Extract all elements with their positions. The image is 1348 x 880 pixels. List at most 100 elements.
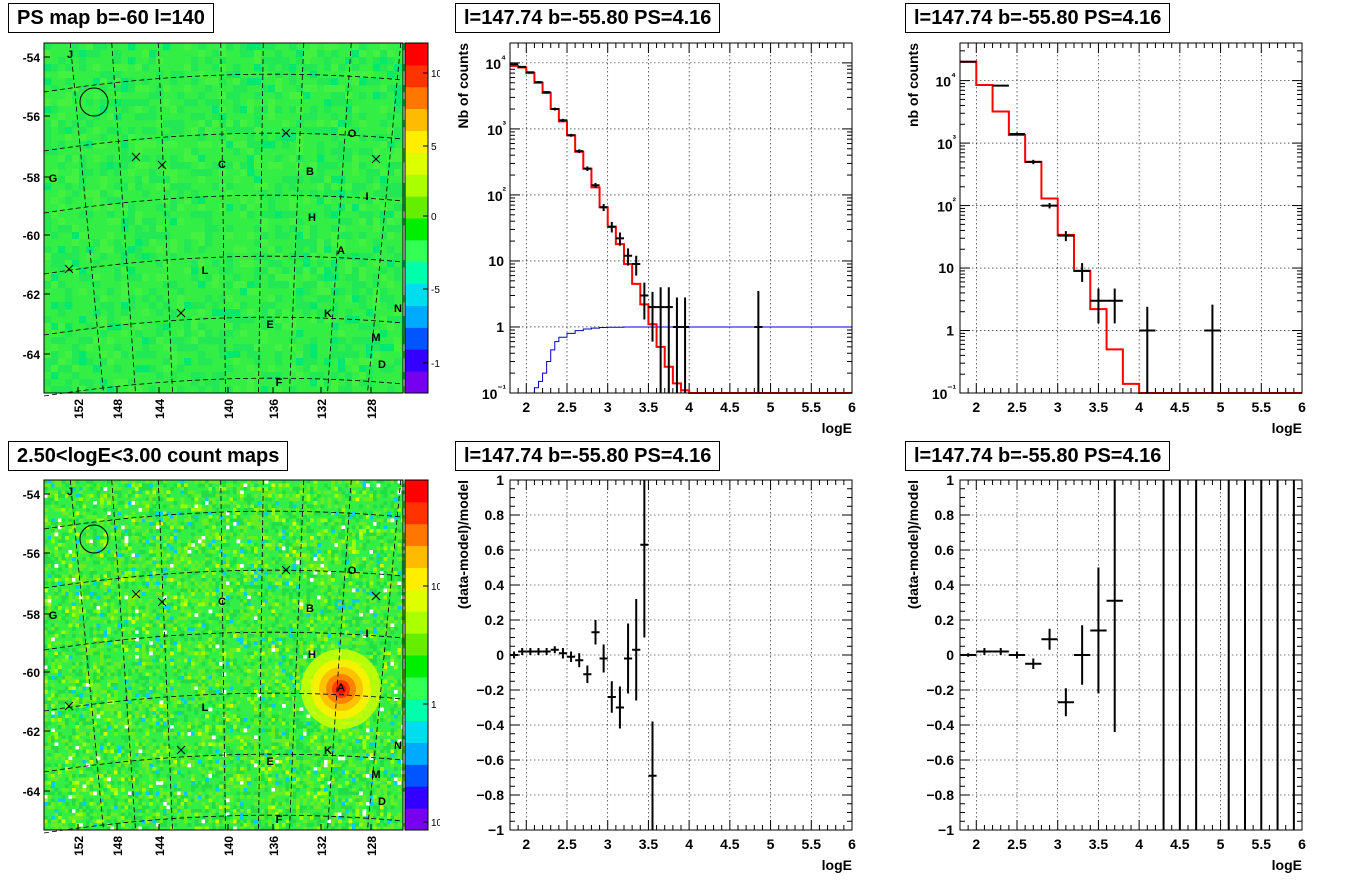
x-tick-label: 5.5 (802, 399, 822, 415)
x-axis-label: logE (822, 420, 852, 436)
source-label-h: H (308, 212, 316, 224)
y-tick-label: 0 (946, 647, 954, 663)
data-point (518, 66, 526, 67)
y-tick-label: 0 (496, 647, 504, 663)
count-map-title: 2.50<logE<3.00 count maps (8, 441, 288, 471)
source-label-b: B (306, 166, 314, 178)
x-tick-label: 3 (604, 399, 612, 415)
colorbar-tick-label: 10 (431, 582, 440, 593)
y-axis-label: Nb of counts (455, 43, 471, 129)
residual-title-1: l=147.74 b=-55.80 PS=4.16 (455, 441, 720, 471)
map-x-tick-label: 140 (222, 399, 236, 419)
y-tick-label: 1 (946, 472, 954, 488)
y-tick-label: 0.2 (485, 612, 505, 628)
x-tick-label: 4.5 (720, 399, 740, 415)
x-tick-label: 3 (1054, 399, 1062, 415)
source-label-g: G (49, 610, 58, 622)
source-label-l: L (202, 265, 209, 277)
y-tick-label: 0.6 (485, 542, 505, 558)
x-tick-label: 6 (848, 399, 856, 415)
y-tick-label: −0.8 (926, 787, 954, 803)
data-point (526, 72, 534, 74)
y-tick-label: −0.8 (476, 787, 504, 803)
y-tick-label: 1 (496, 319, 504, 335)
map-y-tick-label: -58 (23, 171, 41, 185)
source-label-j: J (67, 49, 73, 61)
source-label-a: A (337, 245, 345, 257)
x-tick-label: 5.5 (1252, 399, 1272, 415)
ps-map-title: PS map b=-60 l=140 (8, 3, 214, 33)
spectrum-title-1: l=147.74 b=-55.80 PS=4.16 (455, 3, 720, 33)
y-tick-label: −0.2 (926, 682, 954, 698)
source-label-k: K (324, 308, 332, 320)
y-tick-label: 10² (937, 197, 957, 215)
y-axis-label: (data-model)/model (455, 480, 471, 609)
x-tick-label: 4.5 (720, 836, 740, 852)
x-tick-label: 3 (604, 836, 612, 852)
source-label-d: D (378, 359, 386, 371)
residual-title-2: l=147.74 b=-55.80 PS=4.16 (905, 441, 1170, 471)
y-tick-label: 10 (938, 260, 954, 276)
data-point (960, 61, 976, 62)
y-tick-label: 10⁻¹ (482, 384, 507, 402)
map-y-tick-label: -58 (23, 608, 41, 622)
data-point (534, 81, 542, 83)
x-tick-label: 5 (767, 399, 775, 415)
source-label-a: A (337, 682, 345, 694)
plot-area (960, 43, 1302, 393)
x-tick-label: 6 (848, 836, 856, 852)
source-label-b: B (306, 603, 314, 615)
colorbar-tick-label: 1 (431, 700, 437, 711)
map-x-tick-label: 132 (315, 399, 329, 419)
x-tick-label: 5.5 (1252, 836, 1272, 852)
x-axis-label: logE (822, 857, 852, 873)
y-tick-label: −0.6 (926, 752, 954, 768)
y-tick-label: 10⁴ (485, 54, 506, 72)
map-x-tick-label: 152 (72, 836, 86, 856)
source-label-e: E (266, 319, 273, 331)
y-tick-label: 1 (946, 323, 954, 339)
source-label-f: F (276, 814, 283, 826)
map-y-tick-label: -64 (23, 785, 41, 799)
x-axis-label: logE (1272, 857, 1302, 873)
x-tick-label: 3.5 (1089, 399, 1109, 415)
source-label-n: N (394, 303, 402, 315)
x-tick-label: 4 (685, 836, 693, 852)
plot-area (510, 43, 852, 393)
map-x-tick-label: 128 (365, 836, 379, 856)
colorbar-tick-label: -5 (431, 285, 440, 296)
map-x-tick-label: 148 (111, 836, 125, 856)
source-label-o: O (348, 565, 357, 577)
spectrum-title-2: l=147.74 b=-55.80 PS=4.16 (905, 3, 1170, 33)
x-tick-label: 4 (1135, 836, 1143, 852)
source-label-l: L (202, 702, 209, 714)
colorbar-tick-label: 10 (431, 69, 440, 80)
map-y-tick-label: -60 (23, 666, 41, 680)
y-tick-label: −0.4 (476, 717, 504, 733)
x-tick-label: 2.5 (557, 399, 577, 415)
y-tick-label: −1 (488, 822, 504, 838)
x-tick-label: 5.5 (802, 836, 822, 852)
x-tick-label: 2 (972, 399, 980, 415)
plot-area (510, 480, 852, 830)
y-tick-label: 10³ (937, 134, 957, 152)
source-label-g: G (49, 173, 58, 185)
y-tick-label: 10³ (487, 120, 507, 138)
data-point (510, 64, 518, 65)
source-label-k: K (324, 745, 332, 757)
map-y-tick-label: -54 (23, 51, 41, 65)
map-x-tick-label: 132 (315, 836, 329, 856)
source-label-m: M (371, 332, 380, 344)
x-tick-label: 3.5 (639, 399, 659, 415)
x-tick-label: 6 (1298, 836, 1306, 852)
source-label-i: I (365, 191, 368, 203)
source-label-i: I (365, 628, 368, 640)
map-y-tick-label: -60 (23, 229, 41, 243)
source-label-j: J (67, 486, 73, 498)
